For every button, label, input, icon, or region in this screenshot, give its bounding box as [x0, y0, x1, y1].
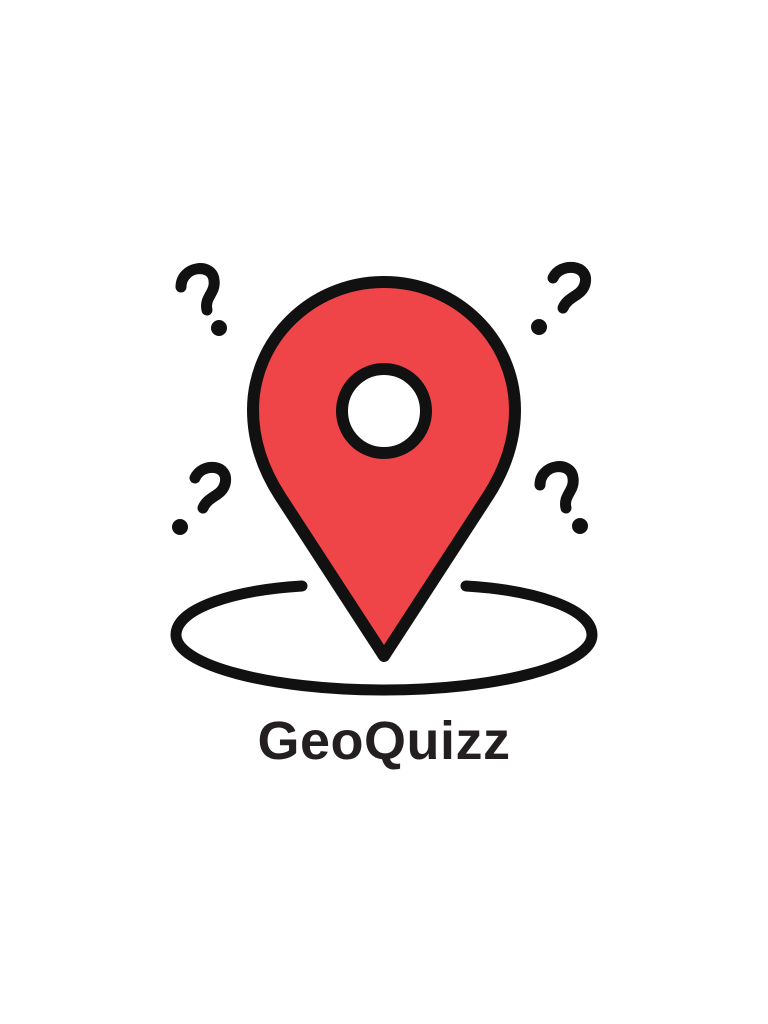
question-mark-bottom-left-icon	[172, 461, 231, 535]
map-pin-icon	[247, 276, 521, 662]
question-mark-top-right-icon	[531, 261, 591, 335]
app-title: GeoQuizz	[257, 711, 511, 771]
question-mark-bottom-right-icon	[534, 461, 588, 534]
question-mark-top-left-icon	[175, 263, 227, 336]
ground-ring-icon	[170, 580, 598, 696]
pin-hole-icon	[336, 363, 432, 459]
